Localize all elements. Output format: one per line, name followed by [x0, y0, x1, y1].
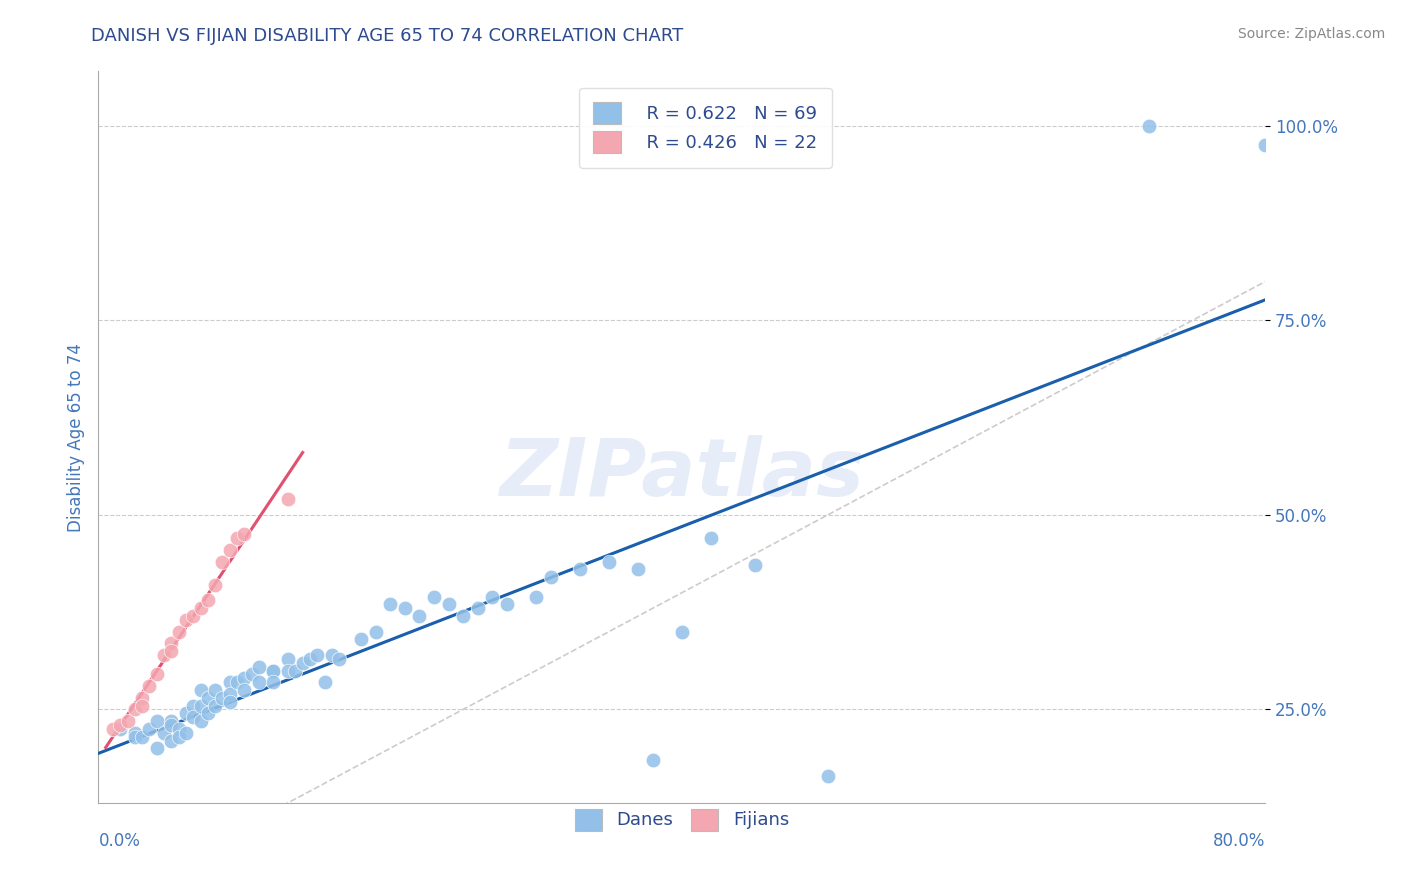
Point [496, 598, 519, 612]
Point [277, 652, 299, 666]
Point [124, 730, 146, 744]
Point [394, 601, 416, 615]
Point [540, 570, 562, 584]
Point [298, 652, 321, 666]
Point [146, 714, 169, 728]
Point [160, 636, 183, 650]
Point [817, 768, 839, 782]
Point [641, 753, 664, 767]
Point [211, 690, 233, 705]
Point [481, 590, 503, 604]
Point [190, 683, 212, 698]
Point [247, 659, 270, 673]
Point [524, 590, 547, 604]
Point [153, 648, 176, 662]
Point [233, 527, 256, 541]
Point [328, 652, 350, 666]
Point [204, 578, 226, 592]
Point [380, 598, 402, 612]
Point [627, 562, 650, 576]
Point [190, 601, 212, 615]
Point [218, 687, 240, 701]
Point [174, 725, 197, 739]
Point [174, 613, 197, 627]
Point [160, 733, 183, 747]
Point [160, 714, 183, 728]
Point [124, 702, 146, 716]
Point [321, 648, 343, 662]
Point [467, 601, 489, 615]
Point [408, 609, 430, 624]
Point [146, 741, 169, 756]
Point [262, 664, 284, 678]
Point [744, 558, 766, 573]
Point [101, 722, 124, 736]
Point [277, 664, 299, 678]
Point [233, 671, 256, 685]
Point [1137, 119, 1160, 133]
Point [218, 675, 240, 690]
Point [131, 730, 153, 744]
Point [167, 730, 190, 744]
Point [174, 706, 197, 721]
Point [671, 624, 693, 639]
Text: 0.0%: 0.0% [98, 832, 141, 850]
Point [218, 542, 240, 557]
Point [700, 531, 723, 545]
Point [226, 675, 249, 690]
Point [218, 695, 240, 709]
Point [1254, 138, 1277, 153]
Point [197, 690, 219, 705]
Point [314, 675, 336, 690]
Point [190, 698, 212, 713]
Point [364, 624, 387, 639]
Point [226, 531, 249, 545]
Point [181, 698, 204, 713]
Point [110, 722, 132, 736]
Text: DANISH VS FIJIAN DISABILITY AGE 65 TO 74 CORRELATION CHART: DANISH VS FIJIAN DISABILITY AGE 65 TO 74… [91, 27, 683, 45]
Point [262, 664, 284, 678]
Point [197, 706, 219, 721]
Text: ZIPatlas: ZIPatlas [499, 434, 865, 513]
Point [233, 683, 256, 698]
Point [153, 725, 176, 739]
Point [277, 492, 299, 507]
Text: 80.0%: 80.0% [1213, 832, 1265, 850]
Point [138, 722, 160, 736]
Point [197, 593, 219, 607]
Point [167, 624, 190, 639]
Point [138, 679, 160, 693]
Point [291, 656, 314, 670]
Point [181, 710, 204, 724]
Point [204, 698, 226, 713]
Point [124, 725, 146, 739]
Point [167, 722, 190, 736]
Point [131, 690, 153, 705]
Point [190, 714, 212, 728]
Point [160, 718, 183, 732]
Point [247, 675, 270, 690]
Point [423, 590, 446, 604]
Point [262, 675, 284, 690]
Point [211, 555, 233, 569]
Point [451, 609, 474, 624]
Legend: Danes, Fijians: Danes, Fijians [561, 794, 803, 845]
Point [110, 718, 132, 732]
Point [284, 664, 307, 678]
Point [146, 667, 169, 681]
Text: Source: ZipAtlas.com: Source: ZipAtlas.com [1237, 27, 1385, 41]
Point [240, 667, 263, 681]
Point [350, 632, 373, 647]
Point [598, 555, 620, 569]
Point [437, 598, 460, 612]
Point [117, 714, 139, 728]
Point [131, 698, 153, 713]
Y-axis label: Disability Age 65 to 74: Disability Age 65 to 74 [66, 343, 84, 532]
Point [204, 683, 226, 698]
Point [181, 609, 204, 624]
Point [307, 648, 329, 662]
Point [568, 562, 591, 576]
Point [160, 644, 183, 658]
